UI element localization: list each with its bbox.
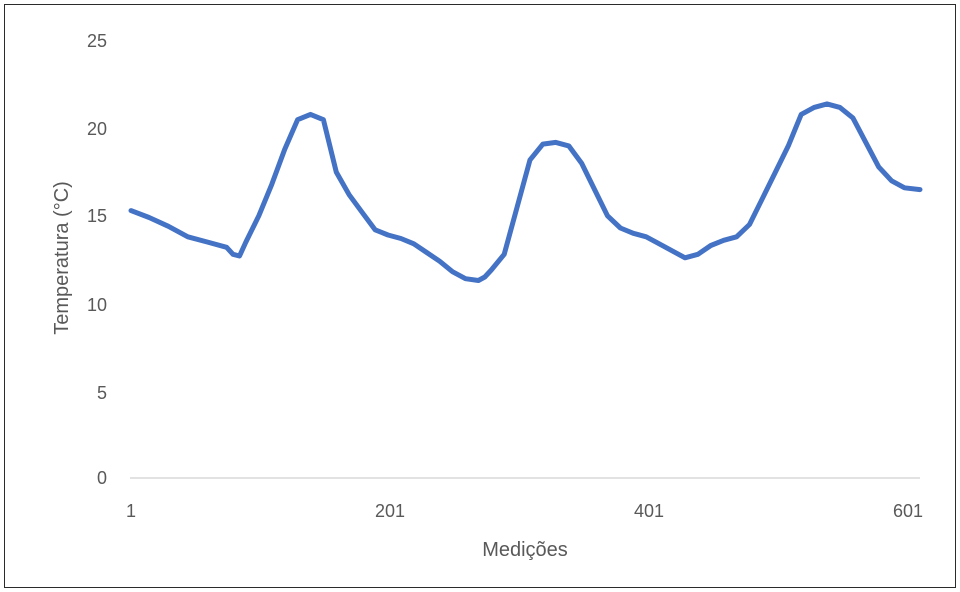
x-tick-label: 601 [893,501,923,521]
x-tick-label: 401 [634,501,664,521]
y-axis-title: Temperatura (°C) [51,181,73,335]
y-tick-label: 10 [87,295,107,315]
y-tick-label: 20 [87,119,107,139]
y-tick-label: 25 [87,31,107,51]
y-tick-label: 15 [87,206,107,226]
x-axis-title: Medições [482,539,568,561]
y-tick-label: 0 [97,468,107,488]
series-line-temperatura [131,104,920,281]
y-tick-label: 5 [97,383,107,403]
x-tick-label: 201 [375,501,405,521]
x-tick-label: 1 [126,501,136,521]
